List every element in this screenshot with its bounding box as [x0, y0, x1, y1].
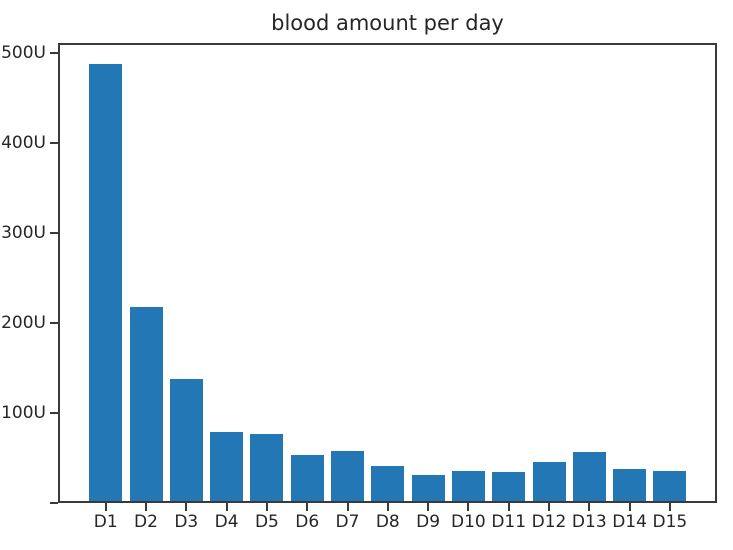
x-tick-mark — [628, 503, 631, 511]
bar-D6 — [290, 455, 324, 501]
bar-D3 — [169, 379, 203, 501]
x-tick-mark — [145, 503, 147, 511]
x-tick-mark — [467, 503, 470, 511]
x-tick-label: D14 — [612, 512, 647, 532]
x-tick-mark — [588, 503, 591, 511]
bar-D2 — [129, 307, 163, 501]
bar-D14 — [613, 469, 647, 501]
x-tick-label: D11 — [491, 512, 527, 532]
x-tick-mark — [306, 503, 309, 511]
plot-area — [58, 43, 717, 503]
x-tick-label: D9 — [416, 512, 441, 532]
y-tick-mark — [50, 412, 58, 414]
y-tick-label: 300U — [1, 223, 46, 243]
y-tick-label: 100U — [1, 403, 46, 423]
x-tick-label: D2 — [134, 512, 158, 532]
y-tick-mark — [50, 142, 58, 144]
x-tick-label: D13 — [571, 512, 607, 532]
x-tick-mark — [346, 503, 349, 511]
y-tick-label: 200U — [1, 313, 46, 333]
x-tick-label: D8 — [375, 512, 400, 532]
x-tick-mark — [548, 503, 550, 511]
bar-D10 — [451, 471, 485, 501]
x-tick-label: D6 — [295, 512, 320, 532]
x-tick-mark — [104, 503, 107, 511]
bar-D5 — [250, 434, 284, 501]
x-tick-mark — [386, 503, 389, 511]
x-tick-label: D3 — [174, 512, 199, 532]
y-tick-mark — [50, 232, 58, 234]
bar-D12 — [532, 462, 566, 501]
y-tick-label: 500U — [1, 43, 46, 63]
x-tick-mark — [507, 503, 510, 511]
y-tick-mark — [50, 322, 58, 324]
x-tick-label: D15 — [652, 512, 688, 532]
y-tick-label: 400U — [1, 133, 46, 153]
x-tick-label: D4 — [214, 512, 239, 532]
x-tick-mark — [185, 503, 188, 511]
x-tick-label: D10 — [451, 512, 486, 532]
x-tick-mark — [265, 503, 268, 511]
bar-D9 — [411, 475, 445, 501]
bar-D13 — [572, 452, 606, 501]
x-tick-mark — [427, 503, 430, 511]
bar-D1 — [89, 64, 123, 501]
bar-D4 — [210, 432, 244, 501]
x-tick-label: D7 — [335, 512, 360, 532]
chart-title: blood amount per day — [271, 11, 504, 35]
bar-D7 — [331, 451, 364, 501]
y-tick-mark — [50, 502, 58, 504]
x-tick-label: D5 — [254, 512, 279, 532]
x-tick-mark — [225, 503, 228, 511]
x-tick-mark — [668, 503, 671, 511]
bar-D8 — [371, 466, 405, 501]
x-tick-label: D12 — [531, 512, 567, 532]
bar-D15 — [653, 471, 687, 501]
bar-D11 — [492, 472, 526, 501]
y-tick-mark — [50, 52, 58, 54]
x-tick-label: D1 — [93, 512, 118, 532]
